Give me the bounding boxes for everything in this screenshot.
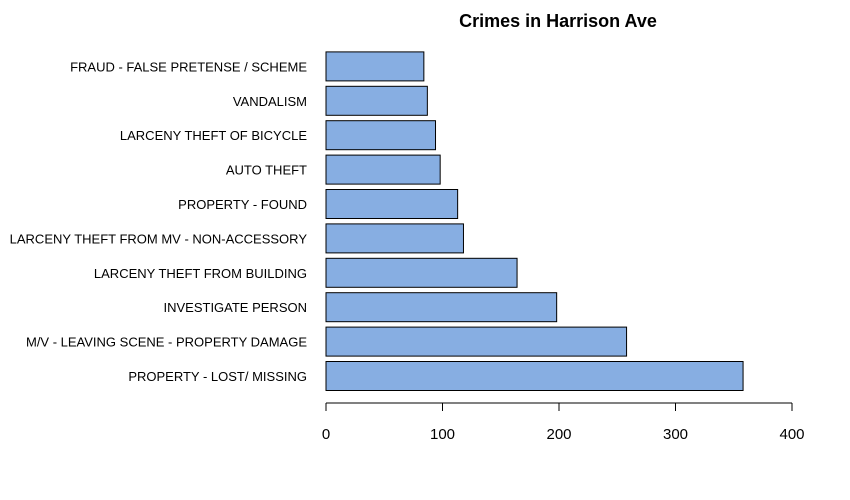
bar <box>325 120 437 151</box>
x-tick-label: 200 <box>546 426 571 443</box>
bar <box>325 154 441 185</box>
category-label: PROPERTY - FOUND <box>178 197 307 212</box>
category-label: LARCENY THEFT OF BICYCLE <box>120 128 307 143</box>
x-axis: 0 100 200 300 400 <box>322 402 805 443</box>
x-tick-label: 400 <box>779 426 804 443</box>
bars-group <box>325 51 744 391</box>
x-tick-label: 300 <box>663 426 688 443</box>
category-label: M/V - LEAVING SCENE - PROPERTY DAMAGE <box>26 335 307 350</box>
category-label: VANDALISM <box>233 94 307 109</box>
bar <box>325 257 518 288</box>
bar <box>325 223 464 254</box>
x-tick-label: 0 <box>322 426 330 443</box>
category-label: AUTO THEFT <box>226 163 307 178</box>
x-tick-label: 100 <box>430 426 455 443</box>
bar <box>325 189 459 219</box>
bar <box>325 292 558 323</box>
bar <box>325 85 428 116</box>
bar <box>325 51 425 82</box>
category-labels: PROPERTY - LOST/ MISSING M/V - LEAVING SC… <box>10 59 308 384</box>
bar <box>325 361 744 391</box>
category-label: PROPERTY - LOST/ MISSING <box>128 369 307 384</box>
chart-title: Crimes in Harrison Ave <box>459 11 657 31</box>
bar <box>325 326 628 357</box>
category-label: FRAUD - FALSE PRETENSE / SCHEME <box>70 59 307 74</box>
category-label: LARCENY THEFT FROM MV - NON-ACCESSORY <box>10 231 308 246</box>
category-label: INVESTIGATE PERSON <box>163 300 307 315</box>
category-label: LARCENY THEFT FROM BUILDING <box>94 266 307 281</box>
